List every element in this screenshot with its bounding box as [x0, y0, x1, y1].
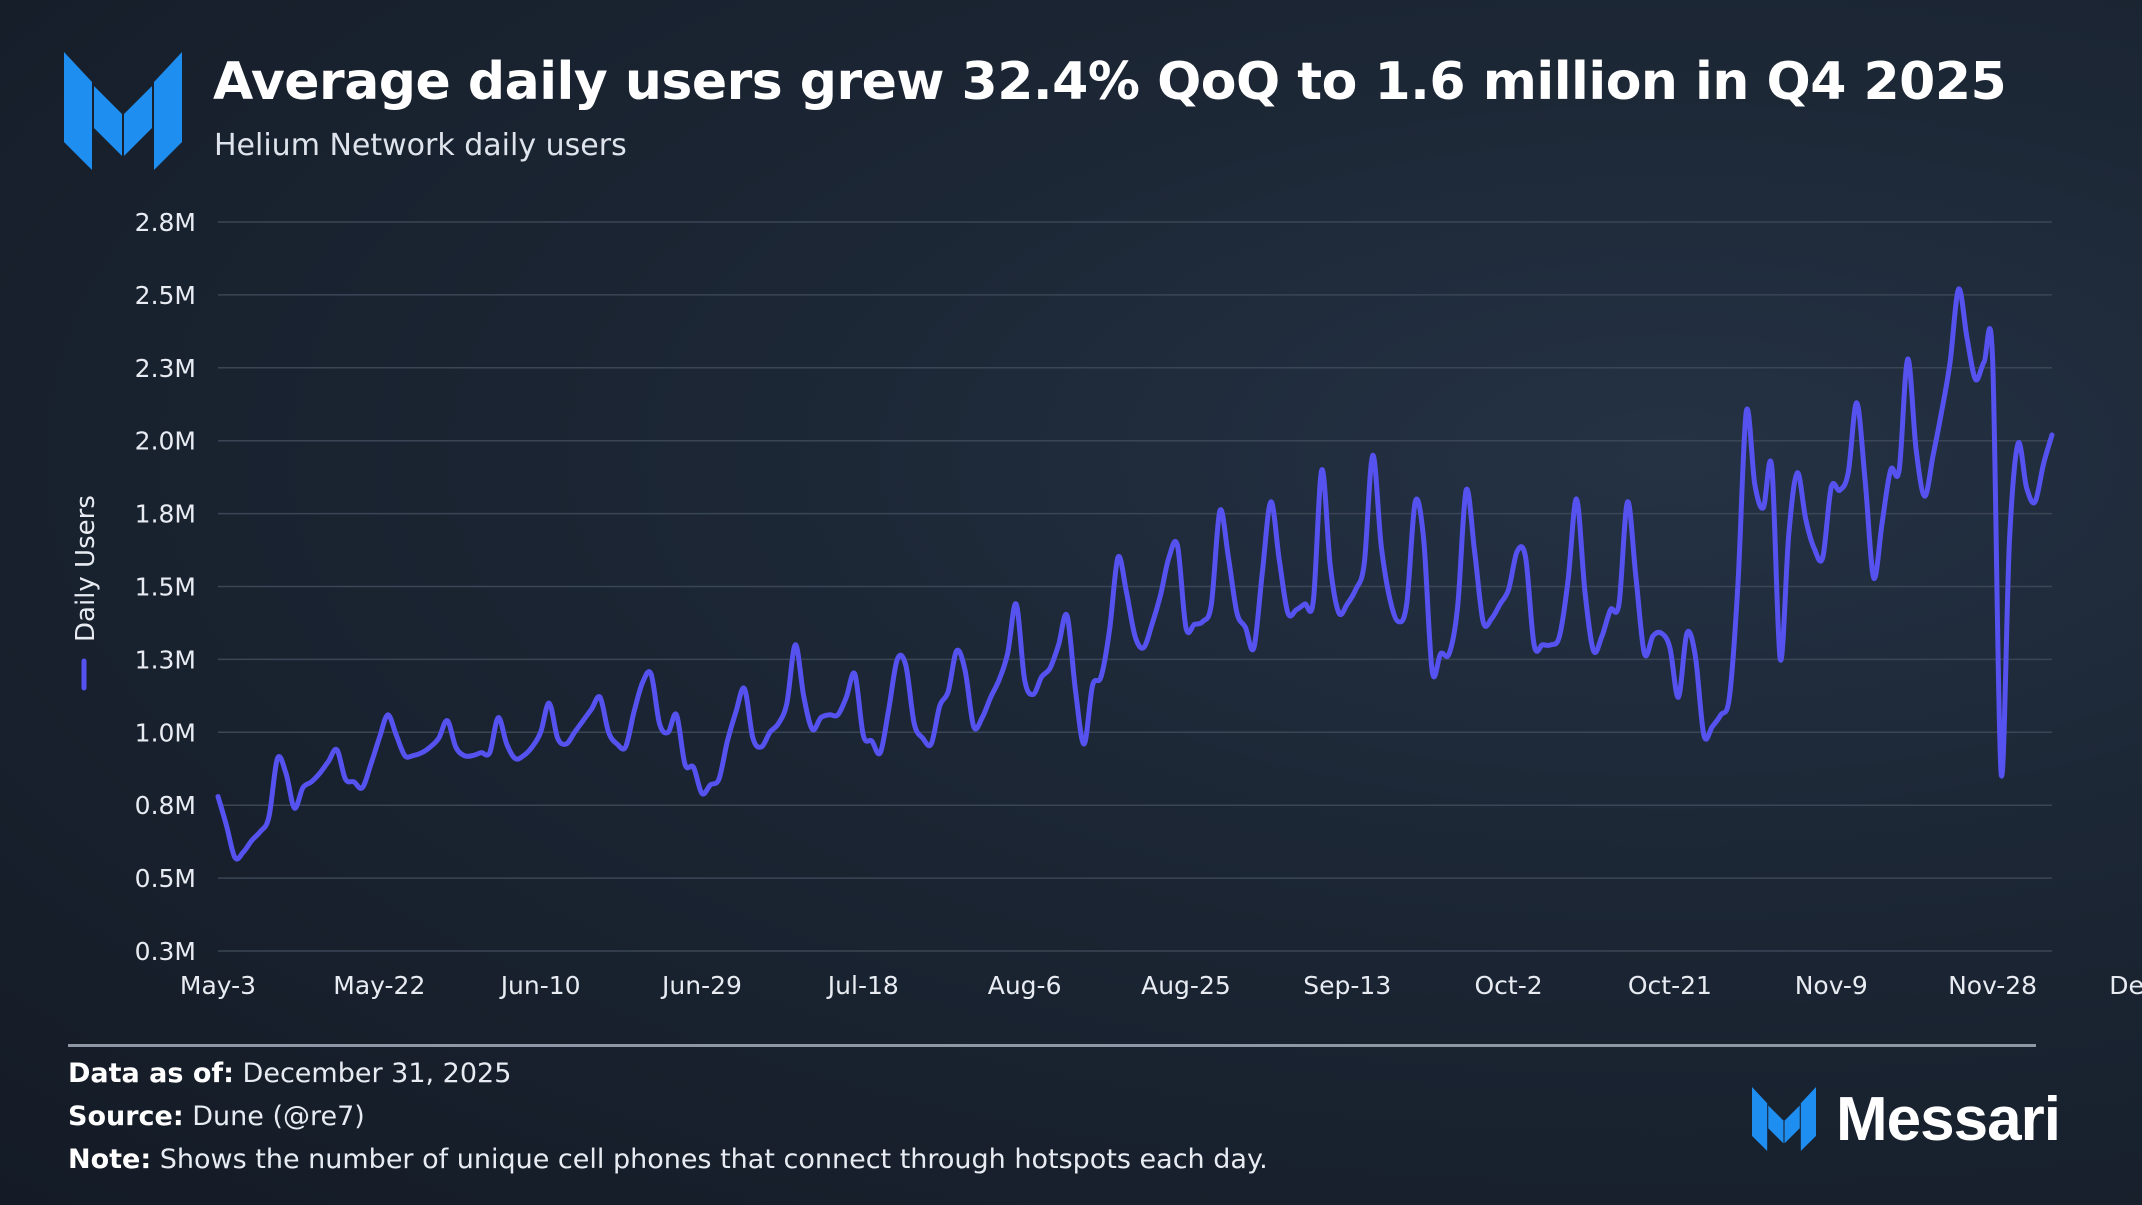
y-tick-label: 0.5M: [135, 864, 196, 893]
y-axis-ticks: 0.3M 0.5M 0.8M 1.0M 1.3M 1.5M 1.8M 2.0M 2.3M 2.5M…: [135, 208, 196, 966]
y-tick-label: 0.3M: [135, 937, 196, 966]
legend-label-daily-users: Daily Users: [71, 495, 101, 642]
chart-subtitle: Helium Network daily users: [214, 128, 627, 163]
x-tick-label: Nov-9: [1795, 971, 1868, 1000]
x-axis-ticks: May-3 May-22 Jun-10 Jun-29 Jul-18 Aug-6 Aug-25…: [180, 971, 2142, 1000]
x-tick-label: Oct-21: [1628, 971, 1712, 1000]
note-value: Shows the number of unique cell phones t…: [159, 1144, 1268, 1175]
footer-data-as-of: Data as of: December 31, 2025: [68, 1058, 511, 1089]
x-tick-label: Dec-17: [2109, 971, 2142, 1000]
footer-source: Source: Dune (@re7): [68, 1101, 365, 1132]
y-tick-label: 2.0M: [135, 427, 196, 456]
data-as-of-label: Data as of:: [68, 1058, 234, 1089]
y-tick-label: 2.8M: [135, 208, 196, 237]
brand-name: Messari: [1836, 1084, 2061, 1154]
messari-logo-icon: [1752, 1087, 1816, 1151]
messari-logo-icon: [64, 52, 182, 170]
footer-divider: [68, 1044, 2036, 1047]
y-tick-label: 2.3M: [135, 354, 196, 383]
chart-title: Average daily users grew 32.4% QoQ to 1.…: [213, 52, 2007, 112]
note-label: Note:: [68, 1144, 152, 1175]
x-tick-label: May-22: [333, 971, 425, 1000]
x-tick-label: Aug-25: [1141, 971, 1231, 1000]
source-label: Source:: [68, 1101, 184, 1132]
x-tick-label: Aug-6: [988, 971, 1062, 1000]
y-tick-label: 2.5M: [135, 281, 196, 310]
brand-mark: Messari: [1752, 1084, 2061, 1154]
legend: Daily Users: [71, 495, 101, 691]
data-as-of-value: December 31, 2025: [242, 1058, 512, 1089]
gridlines: [218, 221, 2052, 952]
x-tick-label: Jul-18: [826, 971, 899, 1000]
x-tick-label: Jun-29: [660, 971, 742, 1000]
x-tick-label: Nov-28: [1948, 971, 2037, 1000]
y-tick-label: 0.8M: [135, 791, 196, 820]
y-tick-label: 1.8M: [135, 500, 196, 529]
x-tick-label: May-3: [180, 971, 256, 1000]
series-line-daily-users: [215, 286, 2055, 862]
y-tick-label: 1.5M: [135, 573, 196, 602]
x-tick-label: Sep-13: [1303, 971, 1391, 1000]
x-tick-label: Oct-2: [1475, 971, 1543, 1000]
x-tick-label: Jun-10: [499, 971, 581, 1000]
y-tick-label: 1.0M: [135, 718, 196, 747]
footer-note: Note: Shows the number of unique cell ph…: [68, 1144, 1268, 1175]
y-tick-label: 1.3M: [135, 645, 196, 674]
source-value: Dune (@re7): [192, 1101, 365, 1132]
line-chart: 0.3M 0.5M 0.8M 1.0M 1.3M 1.5M 1.8M 2.0M 2.3M 2.5M…: [71, 208, 2142, 1000]
